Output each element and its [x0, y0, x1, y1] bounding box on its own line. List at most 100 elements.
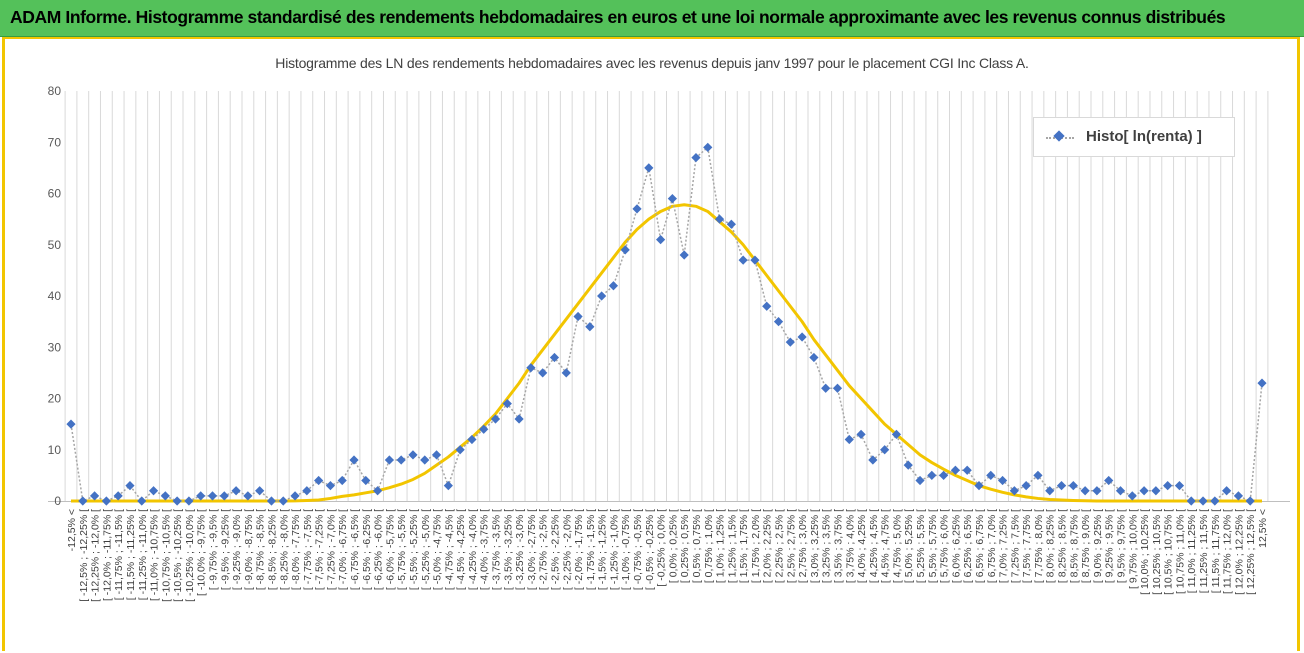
- x-tick-label: [ -8,75% ; -8,5% [: [255, 509, 267, 590]
- histo-point: [207, 491, 218, 501]
- histo-point: [1198, 496, 1208, 506]
- histo-point: [113, 491, 123, 501]
- x-tick-label: [ -0,75% ; -0,5% [: [632, 509, 644, 590]
- x-tick-label: [ -1,75% ; -1,5% [: [585, 509, 597, 590]
- histo-point: [986, 470, 996, 480]
- x-tick-label: [ -2,5% ; -2,25% [: [549, 509, 561, 590]
- x-tick-label: [ 2,25% ; 2,5% [: [774, 509, 786, 583]
- histo-point: [384, 455, 394, 465]
- x-tick-label: [ -9,75% ; -9,5% [: [208, 509, 220, 590]
- x-tick-label: [ 10,25% ; 10,5% [: [1151, 509, 1163, 595]
- x-tick-label: [ 7,0% ; 7,25% [: [998, 509, 1010, 583]
- x-tick-label: [ -2,0% ; -1,75% [: [573, 509, 585, 590]
- x-tick-label: [ -4,75% ; -4,5% [: [443, 509, 455, 590]
- y-tick-label: 70: [48, 135, 62, 149]
- x-tick-label: [ -7,75% ; -7,5% [: [302, 509, 314, 590]
- x-tick-label: [ -5,5% ; -5,25% [: [408, 509, 420, 590]
- x-tick-label: [ -9,25% ; -9,0% [: [231, 509, 243, 590]
- x-tick-label: [ 0,75% ; 1,0% [: [703, 509, 715, 583]
- legend-label-histo: Histo[ ln(renta) ]: [1086, 128, 1202, 145]
- x-tick-label: [ -6,5% ; -6,25% [: [361, 509, 373, 590]
- x-tick-label: [ -9,5% ; -9,25% [: [219, 509, 231, 590]
- histo-point: [939, 470, 949, 480]
- histo-point: [1115, 486, 1126, 496]
- x-tick-label: [ 7,25% ; 7,5% [: [1009, 509, 1021, 583]
- x-tick-label: [ -5,0% ; -4,75% [: [432, 509, 444, 590]
- histo-point: [160, 491, 170, 501]
- x-tick-label: [ -4,5% ; -4,25% [: [455, 509, 467, 590]
- histo-point: [997, 475, 1008, 486]
- x-tick-label: [ 9,0% ; 9,25% [: [1092, 509, 1104, 583]
- x-tick-label: [ -11,0% ; -10,75% [: [149, 509, 161, 601]
- x-tick-label: [ 6,25% ; 6,5% [: [962, 509, 974, 583]
- histo-point: [549, 352, 560, 363]
- report-banner: ADAM Informe. Histogramme standardisé de…: [0, 0, 1304, 37]
- histo-point: [125, 481, 135, 491]
- x-tick-label: [ -11,5% ; -11,25% [: [125, 509, 137, 600]
- x-tick-label: [ -1,25% ; -1,0% [: [608, 509, 620, 590]
- histo-point: [1009, 486, 1019, 496]
- x-tick-label: [ 12,25% ; 12,5% [: [1245, 509, 1257, 595]
- histo-point: [137, 496, 147, 506]
- x-tick-label: [ 6,0% ; 6,25% [: [950, 509, 962, 583]
- histo-point: [762, 301, 772, 311]
- x-tick-label: [ -7,25% ; -7,0% [: [325, 509, 337, 590]
- x-tick-label: [ -8,0% ; -7,75% [: [290, 509, 302, 590]
- x-tick-label: [ -5,25% ; -5,0% [: [420, 509, 432, 590]
- histo-point: [797, 332, 807, 342]
- x-tick-label: [ 4,25% ; 4,5% [: [868, 509, 880, 583]
- histo-point: [773, 317, 784, 327]
- y-tick-label: 80: [48, 84, 62, 98]
- histo-point: [644, 163, 654, 173]
- histo-point: [325, 481, 336, 491]
- x-tick-label: [ -2,75% ; -2,5% [: [538, 509, 550, 590]
- histo-point: [585, 322, 595, 332]
- x-tick-label: [ -3,75% ; -3,5% [: [491, 509, 503, 590]
- chart-legend: Histo[ ln(renta) ]: [1033, 117, 1235, 157]
- histo-point: [750, 255, 760, 265]
- histo-point: [172, 496, 182, 506]
- x-tick-label: [ -12,5% ; -12,25% [: [78, 509, 90, 602]
- histo-point: [89, 491, 100, 501]
- histo-point: [361, 475, 371, 486]
- x-tick-label: [ -10,0% ; -9,75% [: [196, 509, 208, 596]
- x-tick-label: [ 5,5% ; 5,75% [: [927, 509, 939, 583]
- histo-point: [514, 414, 524, 424]
- histo-point: [561, 368, 571, 378]
- x-tick-label: [ 2,75% ; 3,0% [: [797, 509, 809, 583]
- histo-point: [809, 352, 819, 363]
- histo-point: [620, 245, 630, 255]
- histo-point: [101, 496, 111, 506]
- histo-point: [1033, 470, 1043, 480]
- histo-point: [1210, 496, 1220, 506]
- x-tick-label: [ -1,5% ; -1,25% [: [597, 509, 609, 590]
- x-tick-label: [ -8,25% ; -8,0% [: [278, 509, 290, 590]
- histo-point: [738, 255, 748, 265]
- x-tick-label: [ 5,75% ; 6,0% [: [939, 509, 951, 583]
- x-tick-label: [ 7,5% ; 7,75% [: [1021, 509, 1033, 583]
- chart-title: Histogramme des LN des rendements hebdom…: [275, 55, 1029, 71]
- x-tick-label: [ 1,0% ; 1,25% [: [715, 509, 727, 583]
- x-tick-label: -12,5% <: [66, 509, 78, 551]
- x-tick-label: [ 11,0% ; 11,25% [: [1186, 509, 1198, 593]
- histo-point: [1127, 491, 1137, 501]
- x-tick-label: [ 4,0% ; 4,25% [: [856, 509, 868, 583]
- x-tick-label: [ -4,25% ; -4,0% [: [467, 509, 479, 590]
- x-tick-label: [ 10,75% ; 11,0% [: [1174, 509, 1186, 594]
- x-tick-label: [ -1,0% ; -0,75% [: [620, 509, 632, 590]
- x-tick-label: [ 8,75% ; 9,0% [: [1080, 509, 1092, 583]
- x-tick-label: [ 0,25% ; 0,5% [: [679, 509, 691, 583]
- histo-point: [1139, 486, 1149, 496]
- x-tick-label: [ 1,75% ; 2,0% [: [750, 509, 762, 583]
- histo-point: [502, 399, 512, 409]
- histo-point: [337, 475, 347, 486]
- histo-point: [1080, 486, 1090, 496]
- histo-point: [349, 455, 359, 465]
- y-tick-label: 20: [48, 392, 62, 406]
- histo-point: [1174, 481, 1185, 491]
- x-tick-label: [ -3,5% ; -3,25% [: [502, 509, 514, 590]
- histo-point: [891, 429, 902, 439]
- y-tick-label: 60: [48, 187, 62, 201]
- histo-point: [821, 383, 831, 393]
- x-tick-label: [ -6,25% ; -6,0% [: [373, 509, 385, 590]
